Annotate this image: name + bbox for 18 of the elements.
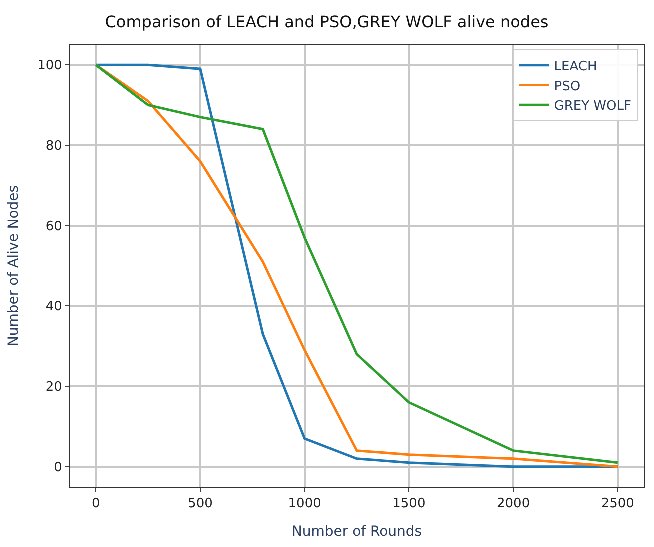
x-tick-label: 0 [92,496,100,512]
x-tick-label: 2500 [601,496,634,512]
y-tick-label: 40 [46,300,62,315]
y-tick-label: 20 [46,380,62,396]
x-tick-label: 2000 [497,496,530,512]
legend-label: LEACH [554,59,598,74]
y-tick-label: 0 [54,460,62,476]
x-tick-label: 1000 [288,496,322,512]
y-tick-label: 60 [46,219,62,234]
y-tick-label: 100 [38,58,62,74]
x-tick-label: 1500 [392,496,426,512]
legend-label: PSO [554,79,581,94]
chart-title: Comparison of LEACH and PSO,GREY WOLF alive nodes [105,12,549,32]
x-axis-title: Number of Rounds [292,524,422,540]
y-axis-title: Number of Alive Nodes [6,185,22,347]
y-tick-label: 80 [46,139,62,154]
x-tick-label: 500 [188,496,213,512]
legend-label: GREY WOLF [554,99,632,114]
